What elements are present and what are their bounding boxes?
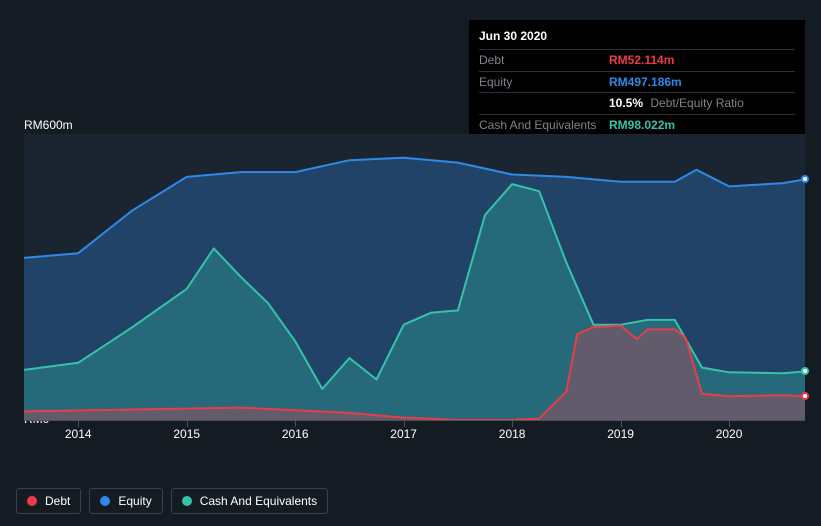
series-end-marker bbox=[801, 367, 809, 375]
legend-item[interactable]: Equity bbox=[89, 488, 162, 514]
tooltip-row: 10.5% Debt/Equity Ratio bbox=[479, 92, 795, 114]
tooltip-row-sublabel: Debt/Equity Ratio bbox=[647, 96, 744, 110]
x-tick-label: 2019 bbox=[607, 427, 634, 441]
tooltip-row: EquityRM497.186m bbox=[479, 71, 795, 93]
legend-label: Cash And Equivalents bbox=[200, 494, 317, 508]
x-tick-label: 2018 bbox=[499, 427, 526, 441]
x-axis: 2014 2015 2016 2017 2018 2019 2020 bbox=[24, 420, 805, 440]
legend-label: Debt bbox=[45, 494, 70, 508]
chart-svg bbox=[24, 134, 805, 420]
legend-item[interactable]: Debt bbox=[16, 488, 81, 514]
plot-area[interactable] bbox=[24, 134, 805, 420]
legend-label: Equity bbox=[118, 494, 151, 508]
x-tick-label: 2014 bbox=[65, 427, 92, 441]
tooltip-row-value: RM52.114m bbox=[609, 52, 674, 69]
y-axis-max-label: RM600m bbox=[24, 118, 73, 132]
legend-item[interactable]: Cash And Equivalents bbox=[171, 488, 328, 514]
tooltip-row: DebtRM52.114m bbox=[479, 49, 795, 71]
x-tick-label: 2016 bbox=[282, 427, 309, 441]
tooltip-row-value: RM497.186m bbox=[609, 74, 682, 91]
x-tick-label: 2017 bbox=[390, 427, 417, 441]
legend-dot-icon bbox=[100, 496, 110, 506]
tooltip-row-label: Equity bbox=[479, 74, 609, 91]
tooltip-row-value: 10.5% Debt/Equity Ratio bbox=[609, 95, 744, 112]
legend-dot-icon bbox=[182, 496, 192, 506]
tooltip-row-label bbox=[479, 95, 609, 112]
legend-dot-icon bbox=[27, 496, 37, 506]
x-tick-label: 2020 bbox=[716, 427, 743, 441]
x-tick-label: 2015 bbox=[173, 427, 200, 441]
tooltip-date: Jun 30 2020 bbox=[479, 26, 795, 49]
chart-area: RM600m RM0 2014201520162017201820192020 bbox=[16, 120, 805, 440]
series-end-marker bbox=[801, 175, 809, 183]
tooltip-row-label: Debt bbox=[479, 52, 609, 69]
legend: Debt Equity Cash And Equivalents bbox=[16, 488, 328, 514]
series-end-marker bbox=[801, 392, 809, 400]
